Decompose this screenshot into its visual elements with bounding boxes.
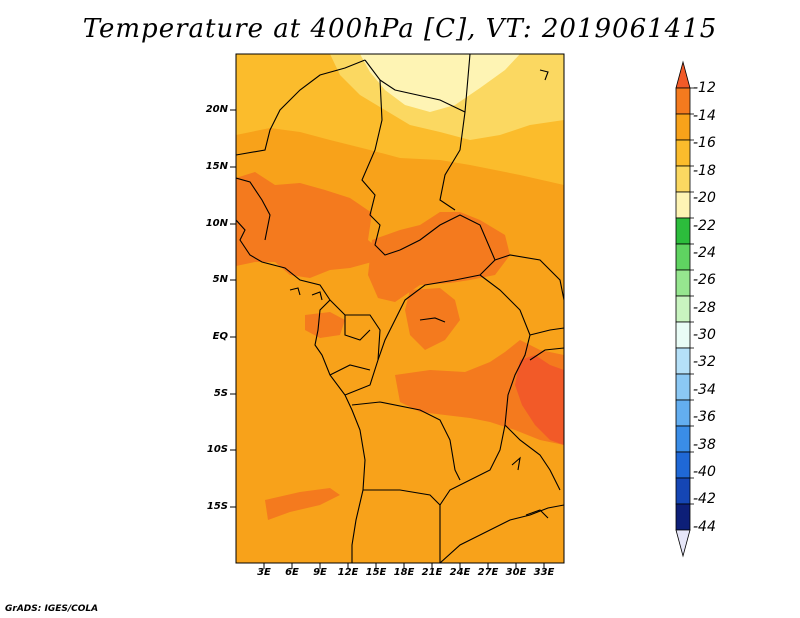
colorbar-label-m32: -32 bbox=[693, 354, 716, 370]
colorbar-label-m42: -42 bbox=[693, 491, 716, 507]
colorbar-box bbox=[675, 425, 691, 453]
warm-region-congo bbox=[405, 288, 460, 350]
colorbar-box bbox=[675, 373, 691, 401]
colorbar-box bbox=[675, 295, 691, 323]
lon-label-3e: 3E bbox=[257, 567, 271, 578]
lat-label-15n: 15N bbox=[205, 161, 228, 172]
colorbar-box bbox=[675, 113, 691, 141]
lat-label-5s: 5S bbox=[213, 388, 228, 399]
colorbar-box bbox=[675, 269, 691, 297]
colorbar-label-m20: -20 bbox=[693, 190, 716, 206]
colorbar-box bbox=[675, 139, 691, 167]
warm-region-west bbox=[236, 172, 380, 278]
colorbar-boxes bbox=[675, 60, 694, 558]
lon-label-24e: 24E bbox=[449, 567, 471, 578]
lon-label-6e: 6E bbox=[285, 567, 299, 578]
lon-label-18e: 18E bbox=[393, 567, 415, 578]
colorbar-label-m44: -44 bbox=[693, 519, 716, 535]
colorbar-arrow-top bbox=[675, 60, 691, 89]
lon-label-21e: 21E bbox=[421, 567, 443, 578]
lon-label-15e: 15E bbox=[365, 567, 387, 578]
colorbar-label-m26: -26 bbox=[693, 272, 716, 288]
colorbar-box bbox=[675, 243, 691, 271]
lat-label-20n: 20N bbox=[205, 104, 228, 115]
lon-label-12e: 12E bbox=[337, 567, 359, 578]
lon-label-30e: 30E bbox=[505, 567, 527, 578]
country-borders bbox=[236, 54, 564, 563]
coolest-region-north bbox=[360, 54, 520, 112]
lat-label-5n: 5N bbox=[212, 274, 228, 285]
colorbar-box bbox=[675, 399, 691, 427]
chart-title: Temperature at 400hPa [C], VT: 201906141… bbox=[82, 14, 718, 44]
colorbar-box bbox=[675, 321, 691, 349]
lon-label-33e: 33E bbox=[533, 567, 555, 578]
map-frame bbox=[235, 53, 565, 564]
colorbar-box bbox=[675, 451, 691, 479]
colorbar-box bbox=[675, 191, 691, 219]
colorbar-label-m28: -28 bbox=[693, 300, 716, 316]
colorbar-label-m34: -34 bbox=[693, 382, 716, 398]
lat-label-15s: 15S bbox=[206, 501, 228, 512]
colorbar-label-m16: -16 bbox=[693, 135, 716, 151]
colorbar-box bbox=[675, 217, 691, 245]
lat-label-10s: 10S bbox=[206, 444, 228, 455]
colorbar-label-m24: -24 bbox=[693, 245, 716, 261]
lon-ticks bbox=[263, 563, 545, 569]
colorbar-label-m38: -38 bbox=[693, 437, 716, 453]
colorbar-label-m18: -18 bbox=[693, 163, 716, 179]
colorbar-label-m22: -22 bbox=[693, 218, 716, 234]
lat-ticks bbox=[230, 109, 236, 508]
warmest-region-east bbox=[515, 355, 564, 445]
colorbar-arrow-bottom bbox=[675, 529, 691, 558]
colorbar-label-m36: -36 bbox=[693, 409, 716, 425]
warm-region-southwest bbox=[265, 488, 340, 520]
colorbar-label-m14: -14 bbox=[693, 108, 716, 124]
footer-credit: GrADS: IGES/COLA bbox=[5, 604, 99, 614]
lon-label-9e: 9E bbox=[313, 567, 327, 578]
colorbar-label-m30: -30 bbox=[693, 327, 716, 343]
colorbar-box bbox=[675, 87, 691, 115]
lon-label-27e: 27E bbox=[477, 567, 499, 578]
colorbar-box bbox=[675, 165, 691, 193]
colorbar-box bbox=[675, 347, 691, 375]
lat-label-10n: 10N bbox=[205, 218, 228, 229]
colorbar-box bbox=[675, 503, 691, 531]
colorbar-label-m12: -12 bbox=[693, 80, 716, 96]
colorbar-label-m40: -40 bbox=[693, 464, 716, 480]
colorbar-box bbox=[675, 477, 691, 505]
lat-label-eq: EQ bbox=[212, 331, 228, 342]
warm-region-central bbox=[368, 212, 510, 302]
warm-region-gabon bbox=[305, 312, 345, 338]
